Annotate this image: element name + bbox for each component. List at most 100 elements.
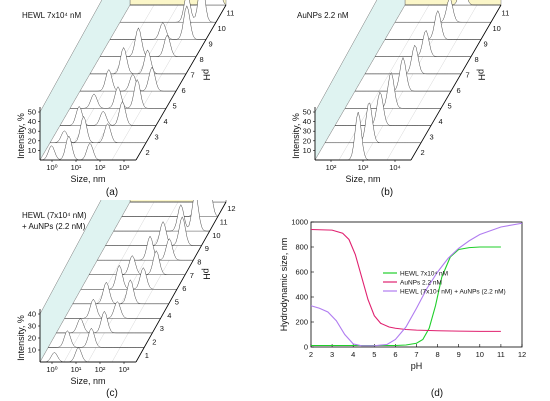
waterfall-trace xyxy=(344,71,442,109)
waterfall-trace xyxy=(324,102,422,144)
y-tick-label: 10 xyxy=(28,146,36,155)
waterfall-trace xyxy=(89,46,187,75)
x-axis-label: Size, nm xyxy=(345,174,380,184)
y-tick-label: 40 xyxy=(28,310,36,319)
waterfall-trace xyxy=(56,310,153,334)
y-tick-label: 30 xyxy=(303,127,311,136)
ph-axis-label: pH xyxy=(477,69,487,81)
panel-caption: (c) xyxy=(106,388,118,399)
ph-tick-label: 1 xyxy=(145,351,149,360)
waterfall-trace xyxy=(374,29,472,57)
floor-grid-line xyxy=(63,201,155,363)
x-tick-label: 12 xyxy=(518,350,526,359)
y-axis-label: Intensity, % xyxy=(16,315,26,361)
ph-tick-label: 11 xyxy=(220,218,228,227)
panel-d-line-chart: 0 200 400 600 800 1000 2 3 4 5 6 7 8 9 10 11 12 pH Hydrody… xyxy=(279,218,526,400)
panel-title: + AuNPs (2.2 nM) xyxy=(22,222,86,231)
x-tick-label: 8 xyxy=(436,350,440,359)
waterfall-trace xyxy=(119,0,217,23)
panel-title: AuNPs 2.2 nM xyxy=(297,11,349,20)
ph-tick-label: 11 xyxy=(227,8,235,17)
x-tick-label: 10⁰ xyxy=(46,365,57,374)
waterfall-trace xyxy=(79,66,177,92)
waterfall-trace xyxy=(394,0,492,23)
y-tick-label: 30 xyxy=(28,127,36,136)
ph-tick-label: 4 xyxy=(167,311,171,320)
x-tick-label: 10³ xyxy=(119,163,130,172)
y-tick-label: 10 xyxy=(303,146,311,155)
panel-title: HEWL 7x10⁴ nM xyxy=(22,11,81,20)
legend-label: HEWL 7x10⁴ nM xyxy=(400,270,448,277)
ph-tick-label: 5 xyxy=(173,101,177,110)
legend-label: AuNPs 2.2 nM xyxy=(400,279,442,286)
ph-tick-label: 11 xyxy=(502,8,510,17)
panel-d: 0 200 400 600 800 1000 2 3 4 5 6 7 8 9 10 11 12 pH Hydrody… xyxy=(275,200,550,401)
panel-title: HEWL (7x10⁴ nM) xyxy=(22,211,87,220)
waterfall-trace xyxy=(121,200,219,217)
ph-tick-label: 3 xyxy=(160,324,164,333)
ph-tick-label: 2 xyxy=(146,148,150,157)
x-tick-label: 10² xyxy=(95,163,106,172)
waterfall-trace xyxy=(69,78,167,109)
y-axis-label: Intensity, % xyxy=(291,113,301,159)
ph-tick-label: 4 xyxy=(439,117,443,126)
floor-grid-line xyxy=(386,4,478,161)
x-tick-label: 10² xyxy=(95,365,106,374)
x-tick-label: 10 xyxy=(476,350,484,359)
ph-axis-line xyxy=(410,4,502,161)
x-tick-label: 10² xyxy=(326,163,337,172)
x-axis-label: Size, nm xyxy=(70,174,105,184)
ph-tick-label: 5 xyxy=(448,101,452,110)
y-tick-label: 20 xyxy=(28,136,36,145)
series-line-3 xyxy=(310,222,523,347)
x-tick-label: 7 xyxy=(414,350,418,359)
panel-b: 10 20 30 40 50 10² 10³ 10⁴ 2 3 4 5 6 7 8 9 10 11 Intensity… xyxy=(275,0,550,200)
ph-axis-line xyxy=(135,201,227,363)
waterfall-trace xyxy=(354,56,452,92)
ph-tick-label: 6 xyxy=(457,86,461,95)
x-tick-label: 10³ xyxy=(358,163,369,172)
ph-tick-label: 8 xyxy=(200,55,204,64)
x-axis-label: pH xyxy=(411,361,423,371)
ph-axis-label: pH xyxy=(202,69,212,81)
ph-axis-label: pH xyxy=(202,268,212,280)
panel-caption: (d) xyxy=(431,388,443,399)
floor-grid-line xyxy=(338,4,430,161)
x-tick-label: 5 xyxy=(372,350,376,359)
y-tick-label: 1000 xyxy=(291,218,308,227)
y-axis-label: Intensity, % xyxy=(16,113,26,159)
ph-tick-label: 8 xyxy=(197,258,201,267)
y-tick-label: 40 xyxy=(303,117,311,126)
panel-c: 10 20 30 40 10⁰ 10¹ 10² 10³ 1 2 3 4 5 6 7 8 9 10 11 12 Inten… xyxy=(0,200,275,401)
y-tick-label: 200 xyxy=(295,318,308,327)
panel-caption: (b) xyxy=(381,187,393,198)
ph-tick-label: 2 xyxy=(421,148,425,157)
y-tick-label: 10 xyxy=(28,346,36,355)
ph-tick-label: 2 xyxy=(152,338,156,347)
ph-tick-label: 3 xyxy=(155,132,159,141)
y-tick-label: 40 xyxy=(28,117,36,126)
waterfall-trace xyxy=(405,0,501,6)
ph-tick-label: 6 xyxy=(182,284,186,293)
legend-label: HEWL (7x10⁴ nM) + AuNPs (2.2 nM) xyxy=(400,288,506,295)
waterfall-trace xyxy=(88,250,186,275)
ph-tick-label: 7 xyxy=(191,70,195,79)
series-line-2 xyxy=(310,228,501,332)
ph-axis-line xyxy=(135,4,227,161)
y-tick-label: 50 xyxy=(303,108,311,117)
y-tick-label: 400 xyxy=(295,293,308,302)
panel-a: 10 20 30 40 50 10⁰ 10¹ 10² 10³ 2 3 4 5 6 7 8 9 10 11 Intens… xyxy=(0,0,275,200)
panel-caption: (a) xyxy=(106,187,118,198)
ph-tick-label: 7 xyxy=(466,70,470,79)
ph-tick-label: 4 xyxy=(164,117,168,126)
ph-tick-label: 5 xyxy=(175,298,179,307)
y-tick-label: 600 xyxy=(295,268,308,277)
ph-tick-label: 8 xyxy=(475,55,479,64)
waterfall-trace xyxy=(59,101,157,126)
waterfall-trace xyxy=(109,5,207,40)
ph-tick-label: 10 xyxy=(212,231,220,240)
waterfall-trace xyxy=(40,347,136,363)
back-wall xyxy=(404,0,502,6)
